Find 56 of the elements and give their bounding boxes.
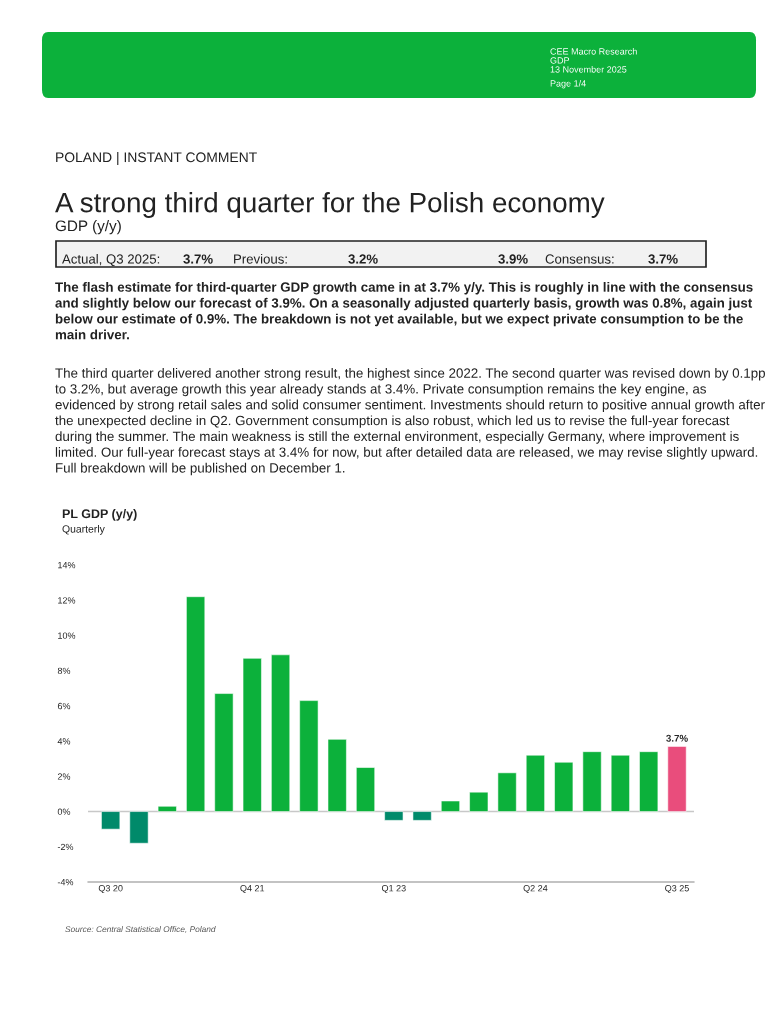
source-note: Source: Central Statistical Office, Poland xyxy=(65,926,216,934)
y-tick-label: 12% xyxy=(58,597,76,604)
y-tick-label: 8% xyxy=(57,667,71,675)
bar xyxy=(186,596,206,812)
bar xyxy=(440,800,460,812)
text: The third quarter delivered another strong result, the highest since 2022. The second quarter was revised down by 0.1pp to 3.2%, but average growth this year already stands at 3.4%. Private consumption remains the key engine, as evidenced by strong retail sales and solid consumer sentiment. Investments should return to positive annual growth after the unexpected decline in Q2. Government consumption is also robust, which led us to revise the full-year forecast during the summer. The main weakness is still the external environment, especially Germany, where improvement is limited. Our full-year forecast stays at 3.4% for now, but after detailed data are released, we may revise slightly upward. Full breakdown will be published on December 1. xyxy=(55,368,765,476)
y-tick-label: -4% xyxy=(57,879,74,886)
text: CEE Macro Research xyxy=(550,48,637,55)
y-tick-label: 14% xyxy=(58,562,76,569)
text: Actual, Q3 2025: xyxy=(62,254,160,267)
x-tick-label: Q3 20 xyxy=(98,885,123,894)
bar xyxy=(129,811,149,844)
y-tick-label: 4% xyxy=(57,738,71,745)
bar xyxy=(525,754,545,812)
bar xyxy=(384,811,404,821)
bar xyxy=(299,700,319,812)
bar xyxy=(497,772,517,812)
chart-subtitle: Quarterly xyxy=(62,525,105,535)
bar xyxy=(582,751,602,812)
y-tick-label: -2% xyxy=(57,843,74,851)
bar xyxy=(667,746,687,812)
y-tick-label: 10% xyxy=(58,632,76,639)
bar xyxy=(639,751,659,812)
text: 3.2% xyxy=(348,254,378,264)
bar xyxy=(242,658,262,812)
bar xyxy=(610,754,630,812)
y-tick-label: 0% xyxy=(57,808,71,815)
x-tick-label: Q1 23 xyxy=(381,885,406,894)
bar xyxy=(469,791,489,812)
text: POLAND | INSTANT COMMENT xyxy=(56,152,257,166)
text: 13 November 2025 xyxy=(550,66,627,73)
text: 3.9% xyxy=(498,254,528,264)
bar xyxy=(214,693,234,812)
bar xyxy=(271,654,291,812)
text: GDP xyxy=(550,57,570,64)
x-tick-label: Q4 21 xyxy=(240,885,265,894)
data-label: 3.7% xyxy=(666,734,688,742)
bar xyxy=(356,767,375,812)
text: A strong third quarter for the Polish economy xyxy=(55,192,605,218)
text: The flash estimate for third-quarter GDP growth came in at 3.7% y/y. This is roughly in line with the consensus and slightly below our forecast of 3.9%. On a seasonally adjusted quarterly basis, growth was 0.8%, again just below our estimate of 0.9%. The breakdown is not yet available, but we expect private consumption to be the main driver. xyxy=(55,282,753,340)
y-tick-label: 2% xyxy=(57,773,71,780)
bar xyxy=(157,805,177,812)
bar xyxy=(412,811,432,821)
text: 3.7% xyxy=(183,254,213,264)
bar xyxy=(327,739,347,812)
chart-title: PL GDP (y/y) xyxy=(62,509,137,521)
text: 3.7% xyxy=(648,254,678,264)
x-tick-label: Q2 24 xyxy=(523,885,548,894)
y-tick-label: 6% xyxy=(57,702,71,710)
text: GDP (y/y) xyxy=(55,220,121,235)
text: Previous: xyxy=(234,254,287,264)
text: Page 1/4 xyxy=(550,80,586,89)
bar xyxy=(101,811,121,830)
text: Consensus: xyxy=(545,254,614,264)
x-tick-label: Q3 25 xyxy=(665,885,689,894)
bar xyxy=(554,761,574,812)
